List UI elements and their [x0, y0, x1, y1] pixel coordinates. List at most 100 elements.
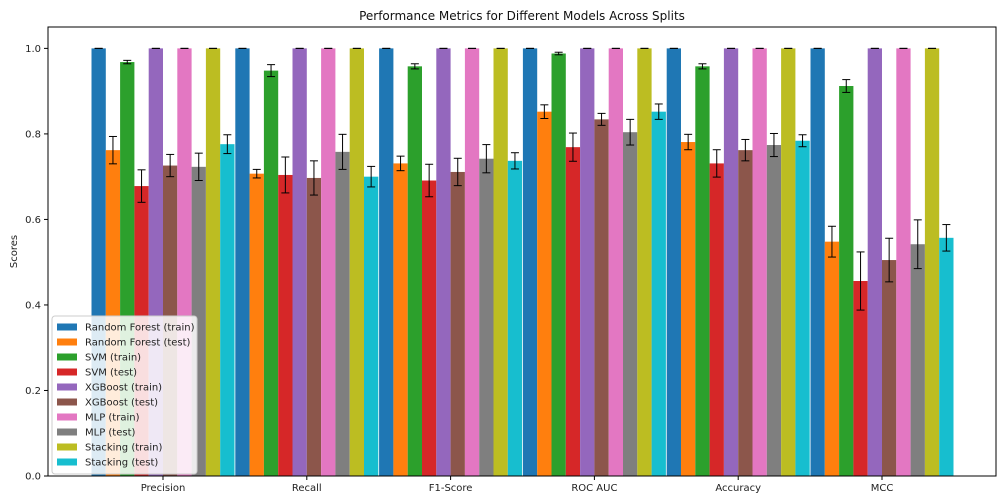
bar-mlp-test-recall	[335, 151, 350, 477]
error-bar	[108, 135, 117, 165]
error-bar	[540, 104, 549, 120]
error-bar	[827, 225, 836, 258]
bar-xgboost-test-f1-score	[450, 171, 465, 476]
bar-svm-train-recall	[263, 70, 279, 477]
error-bar	[223, 134, 232, 155]
error-bar	[425, 163, 434, 198]
bar-xgboost-train-recall	[292, 48, 307, 476]
bar-svm-train-accuracy	[695, 66, 710, 476]
bar-svm-test-roc-auc	[565, 147, 581, 476]
legend-label: Stacking (train)	[85, 443, 163, 454]
error-bar	[396, 155, 405, 172]
x-tick-label: ROC AUC	[571, 483, 617, 494]
error-bar	[654, 103, 663, 120]
bar-mlp-test-mcc	[910, 244, 925, 476]
bar-random-forest-test-accuracy	[681, 142, 696, 476]
bar-svm-train-mcc	[839, 86, 854, 476]
x-axis: Precision Recall F1-Score ROC AUC Accuracy MC…	[141, 476, 894, 494]
x-tick-label: Accuracy	[715, 483, 761, 494]
error-bar	[798, 134, 807, 148]
legend-swatch	[57, 368, 77, 376]
y-tick-label: 0.8	[25, 129, 41, 140]
bar-xgboost-train-mcc	[867, 48, 882, 476]
error-bar	[309, 160, 318, 196]
error-bar	[856, 251, 865, 311]
y-axis-title: Scores	[9, 235, 20, 268]
bar-xgboost-train-roc-auc	[580, 48, 595, 476]
legend-label: SVM (test)	[85, 368, 137, 379]
chart-title: Performance Metrics for Different Models…	[359, 9, 685, 23]
bar-random-forest-train-accuracy	[666, 48, 681, 476]
y-tick-label: 0.2	[25, 386, 41, 397]
legend-swatch	[57, 323, 77, 331]
bar-svm-test-f1-score	[422, 180, 437, 476]
error-bar	[554, 51, 563, 56]
bar-stacking-test-roc-auc	[651, 111, 666, 477]
y-axis: 0.0 0.2 0.4 0.6 0.8 1.0	[25, 44, 48, 483]
error-bar	[698, 63, 707, 70]
y-tick-label: 1.0	[25, 44, 41, 55]
bar-stacking-test-precision	[220, 144, 235, 477]
legend-label: XGBoost (train)	[85, 383, 162, 394]
error-bar	[123, 59, 132, 65]
bar-mlp-test-roc-auc	[623, 132, 638, 476]
y-tick-label: 0.0	[25, 472, 41, 483]
error-bar	[597, 112, 606, 126]
error-bar	[367, 165, 376, 188]
error-bar	[568, 132, 577, 162]
bar-stacking-train-accuracy	[781, 48, 796, 476]
bar-mlp-train-f1-score	[464, 48, 480, 476]
legend-swatch	[57, 338, 77, 346]
legend-swatch	[57, 458, 77, 466]
legend-label: Random Forest (test)	[85, 338, 191, 349]
legend-label: Stacking (test)	[85, 458, 158, 469]
bar-random-forest-train-recall	[235, 48, 250, 476]
bar-stacking-test-mcc	[939, 237, 954, 476]
bar-random-forest-train-f1-score	[379, 48, 394, 476]
bar-mlp-test-accuracy	[766, 145, 782, 476]
bar-random-forest-test-recall	[249, 173, 264, 477]
error-bar	[338, 133, 347, 170]
bar-xgboost-train-accuracy	[723, 48, 739, 476]
bar-svm-train-roc-auc	[551, 53, 566, 476]
error-bar	[684, 133, 693, 151]
bar-svm-test-accuracy	[709, 163, 724, 476]
error-bar	[252, 168, 261, 179]
legend: Random Forest (train) Random Forest (test…	[51, 315, 198, 475]
bar-xgboost-test-accuracy	[738, 150, 753, 476]
x-tick-label: F1-Score	[429, 483, 473, 494]
error-bar	[885, 237, 894, 283]
error-bar	[137, 169, 146, 203]
bar-mlp-train-accuracy	[752, 48, 767, 476]
error-bar	[267, 64, 276, 78]
error-bar	[482, 144, 491, 174]
bar-svm-test-mcc	[853, 281, 868, 476]
x-tick-label: MCC	[871, 483, 894, 494]
error-bar	[942, 224, 951, 252]
plot-frame	[47, 26, 997, 477]
legend-swatch	[57, 398, 77, 406]
legend-swatch	[57, 428, 77, 436]
bar-random-forest-train-mcc	[810, 48, 825, 476]
bar-stacking-train-recall	[349, 48, 364, 476]
bar-random-forest-train-roc-auc	[522, 48, 538, 476]
bar-stacking-train-mcc	[924, 48, 940, 476]
bar-xgboost-test-mcc	[882, 260, 897, 476]
legend-label: Random Forest (train)	[85, 323, 195, 334]
legend-swatch	[57, 383, 77, 391]
error-bar	[842, 79, 851, 93]
y-tick-label: 0.6	[25, 215, 41, 226]
bar-stacking-test-recall	[364, 176, 379, 477]
bar-xgboost-test-roc-auc	[594, 119, 609, 477]
bar-stacking-test-accuracy	[795, 140, 810, 476]
legend-swatch	[57, 443, 77, 451]
error-bar	[913, 219, 922, 270]
bar-mlp-test-f1-score	[479, 158, 494, 476]
legend-swatch	[57, 413, 77, 421]
bar-xgboost-test-recall	[306, 177, 322, 476]
error-bar	[410, 63, 419, 70]
error-bar	[281, 156, 290, 194]
error-bar	[741, 138, 750, 162]
error-bar	[166, 153, 175, 178]
error-bar	[626, 118, 635, 146]
